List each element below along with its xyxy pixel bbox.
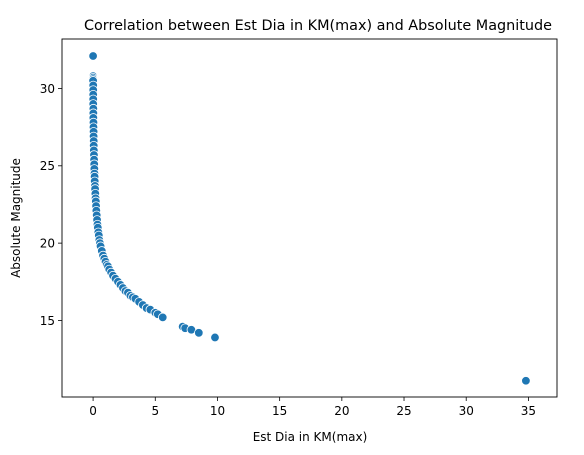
- x-tick-label: 30: [459, 404, 474, 418]
- x-tick-label: 0: [89, 404, 97, 418]
- chart-title: Correlation between Est Dia in KM(max) a…: [84, 18, 552, 34]
- x-tick-label: 35: [521, 404, 536, 418]
- x-tick-label: 25: [396, 404, 411, 418]
- y-tick-label: 30: [40, 82, 55, 96]
- points-layer: [88, 51, 531, 386]
- data-point: [210, 332, 220, 343]
- plot-frame: [61, 38, 558, 398]
- x-tick-label: 15: [272, 404, 287, 418]
- x-axis-ticks: 0 5 10 15 20 25 30 35: [89, 397, 536, 418]
- y-tick-label: 20: [40, 236, 55, 250]
- data-point: [521, 376, 531, 386]
- data-point: [158, 312, 168, 323]
- y-tick-label: 15: [40, 314, 55, 328]
- x-tick-label: 10: [210, 404, 225, 418]
- x-tick-label: 5: [151, 404, 159, 418]
- x-tick-label: 20: [334, 404, 349, 418]
- y-axis-ticks: 15 20 25 30: [40, 82, 62, 328]
- y-tick-label: 25: [40, 159, 55, 173]
- data-point: [194, 328, 204, 338]
- plot-area: [61, 38, 558, 398]
- x-axis-label: Est Dia in KM(max): [253, 430, 368, 444]
- y-axis-label: Absolute Magnitude: [9, 158, 23, 278]
- data-point: [88, 51, 98, 61]
